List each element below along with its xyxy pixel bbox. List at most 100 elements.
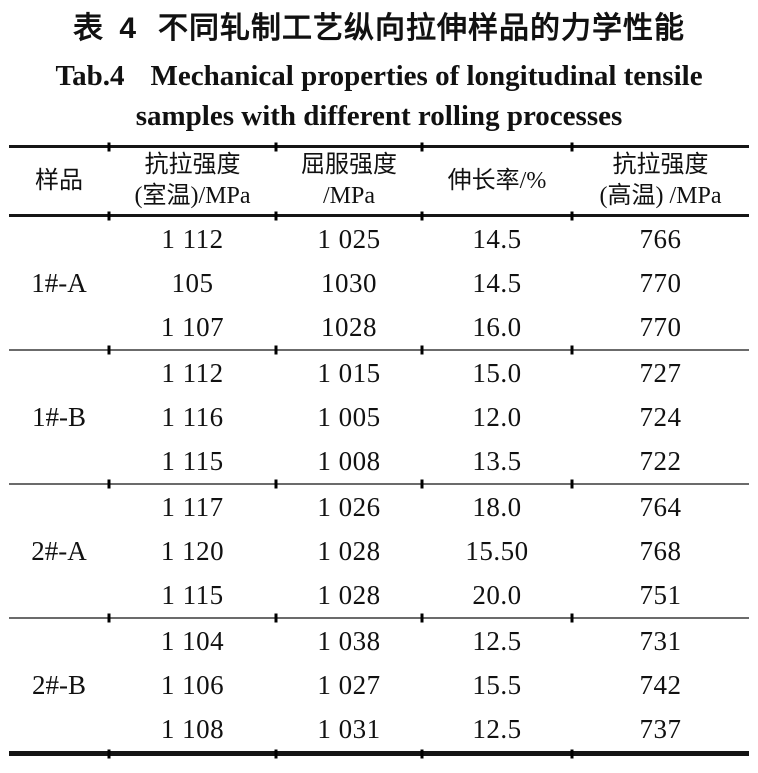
- table-cell: 731: [639, 625, 682, 656]
- sample-label: 2#-A: [31, 535, 87, 566]
- column-tick: [570, 142, 574, 151]
- sample-label: 1#-A: [31, 267, 87, 298]
- table-cell: 770: [639, 267, 682, 298]
- table-cell: 1 112: [161, 223, 224, 254]
- table-cell: 768: [639, 535, 682, 566]
- table-cell: 15.50: [465, 535, 529, 566]
- column-tick: [107, 211, 111, 220]
- table-cell: 770: [639, 311, 682, 342]
- column-header-yield: 屈服强度 /MPa: [301, 152, 397, 209]
- group-separator: [9, 345, 749, 355]
- sample-group-1A: 1#-A 1 112 1 025 14.5 766 105 1030 14.5 …: [9, 217, 749, 349]
- rule-header-bottom: [9, 211, 749, 220]
- table-cell: 12.5: [472, 713, 522, 744]
- table-cell: 15.5: [472, 669, 522, 700]
- table-cell: 1 115: [161, 579, 224, 610]
- page-title-en: Tab.4 Mechanical properties of longitudin…: [0, 56, 758, 136]
- table-row: 1 120 1 028 15.50 768: [109, 529, 749, 573]
- table-cell: 742: [639, 669, 682, 700]
- table-cell: 1 108: [160, 713, 225, 744]
- group-separator: [9, 613, 749, 623]
- table-cell: 20.0: [472, 579, 522, 610]
- column-tick: [420, 613, 424, 623]
- table-row: 1 107 1028 16.0 770: [109, 305, 749, 349]
- table-cell: 1 027: [317, 669, 381, 700]
- table-cell: 1 116: [161, 401, 224, 432]
- table-cell: 1030: [321, 267, 377, 298]
- column-tick: [274, 142, 278, 151]
- table-cell: 1 115: [161, 445, 224, 476]
- column-tick: [274, 211, 278, 220]
- table-cell: 722: [639, 445, 682, 476]
- table-cell: 737: [639, 713, 682, 744]
- table-cell: 13.5: [472, 445, 522, 476]
- column-tick: [274, 479, 278, 489]
- table-cell: 18.0: [472, 491, 522, 522]
- mechanical-properties-table: 样品 抗拉强度 (室温)/MPa 屈服强度 /MPa 伸长率/% 抗拉强度 (高…: [9, 142, 749, 758]
- table-cell: 1 005: [317, 401, 381, 432]
- column-header-tensile-high: 抗拉强度 (高温) /MPa: [599, 152, 722, 209]
- table-row: 1 104 1 038 12.5 731: [109, 619, 749, 663]
- table-number-en: Tab.4: [55, 60, 125, 92]
- column-tick: [274, 749, 278, 758]
- title-en-line2: samples with different rolling processes: [135, 100, 623, 132]
- table-row: 1 106 1 027 15.5 742: [109, 663, 749, 707]
- table-cell: 1 106: [160, 669, 225, 700]
- group-separator: [9, 479, 749, 489]
- column-tick: [420, 211, 424, 220]
- column-header-sample: 样品: [35, 167, 83, 194]
- column-header-elongation: 伸长率/%: [447, 167, 547, 194]
- column-tick: [107, 613, 111, 623]
- column-tick: [570, 749, 574, 758]
- table-cell: 15.0: [472, 357, 522, 388]
- table-cell: 1 038: [317, 625, 381, 656]
- table-cell: 1028: [321, 311, 377, 342]
- column-tick: [570, 613, 574, 623]
- column-tick: [570, 479, 574, 489]
- sample-group-2A: 2#-A 1 117 1 026 18.0 764 1 120 1 028 15…: [9, 485, 749, 617]
- page-title-zh: 表 4 不同轧制工艺纵向拉伸样品的力学性能: [0, 9, 758, 48]
- table-cell: 14.5: [472, 267, 522, 298]
- table-cell: 1 028: [317, 579, 381, 610]
- table-cell: 12.0: [472, 401, 522, 432]
- table-cell: 1 104: [160, 625, 225, 656]
- table-cell: 1 025: [317, 223, 381, 254]
- table-row: 1 112 1 025 14.5 766: [109, 217, 749, 261]
- table-row: 1 116 1 005 12.0 724: [109, 395, 749, 439]
- table-cell: 1 112: [161, 357, 224, 388]
- table-cell: 764: [639, 491, 682, 522]
- column-tick: [107, 749, 111, 758]
- table-cell: 1 031: [317, 713, 381, 744]
- column-tick: [420, 345, 424, 355]
- table-row: 1 115 1 008 13.5 722: [109, 439, 749, 483]
- table-row: 1 112 1 015 15.0 727: [109, 351, 749, 395]
- table-cell: 1 015: [317, 357, 381, 388]
- column-header-tensile-room: 抗拉强度 (室温)/MPa: [134, 152, 251, 209]
- table-cell: 1 117: [161, 491, 224, 522]
- table-cell: 724: [639, 401, 682, 432]
- table-cell: 766: [639, 223, 682, 254]
- column-tick: [420, 479, 424, 489]
- column-tick: [274, 613, 278, 623]
- column-tick: [107, 479, 111, 489]
- table-cell: 12.5: [472, 625, 522, 656]
- column-tick: [274, 345, 278, 355]
- table-cell: 1 120: [160, 535, 225, 566]
- table-cell: 16.0: [472, 311, 522, 342]
- table-cell: 14.5: [472, 223, 522, 254]
- table-title-en-text: Mechanical properties of longitudinal te…: [150, 60, 703, 92]
- rule-bottom: [9, 749, 749, 758]
- sample-label: 1#-B: [32, 401, 86, 432]
- table-number-zh: 表 4: [72, 12, 141, 45]
- table-row: 105 1030 14.5 770: [109, 261, 749, 305]
- table-row: 1 115 1 028 20.0 751: [109, 573, 749, 617]
- column-tick: [107, 142, 111, 151]
- column-tick: [570, 211, 574, 220]
- table-cell: 1 028: [317, 535, 381, 566]
- table-cell: 105: [171, 267, 214, 298]
- table-cell: 1 107: [160, 311, 225, 342]
- column-tick: [107, 345, 111, 355]
- table-cell: 1 026: [317, 491, 381, 522]
- sample-group-2B: 2#-B 1 104 1 038 12.5 731 1 106 1 027 15…: [9, 619, 749, 751]
- sample-label: 2#-B: [32, 669, 86, 700]
